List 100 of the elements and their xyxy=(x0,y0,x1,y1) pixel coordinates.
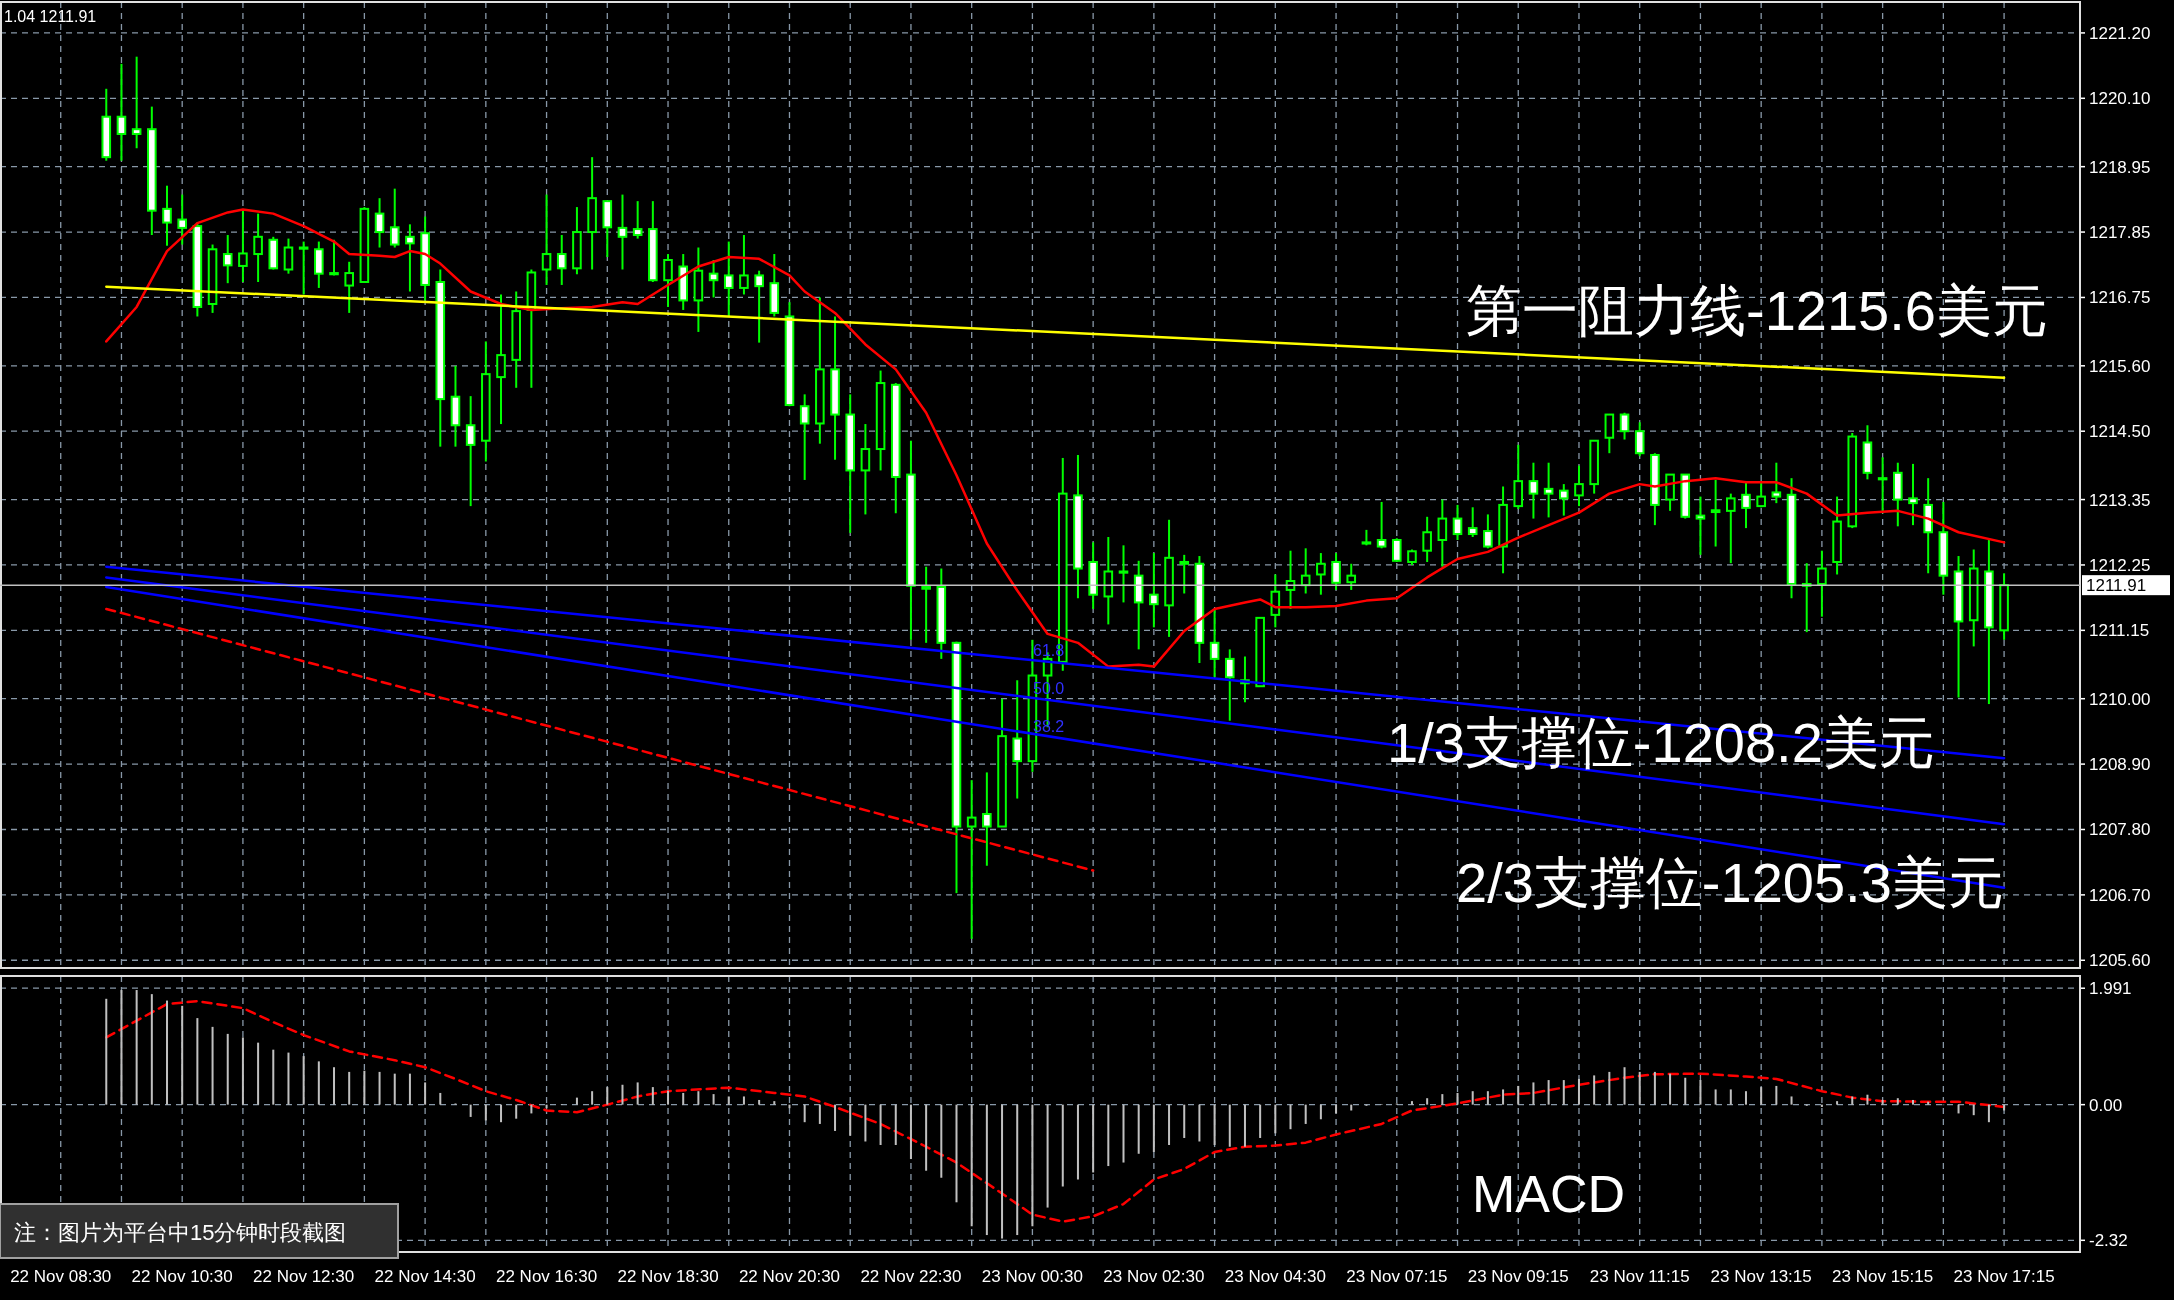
candlestick xyxy=(1528,461,1539,520)
candlestick xyxy=(298,240,309,296)
bar xyxy=(1866,1094,1869,1105)
bar xyxy=(1289,1104,1292,1130)
candlestick xyxy=(162,184,172,247)
bar xyxy=(272,1049,275,1105)
bar xyxy=(1441,1094,1444,1105)
y-tick-label: 1220.10 xyxy=(2089,89,2151,109)
bar xyxy=(1547,1080,1550,1105)
bar xyxy=(1198,1104,1201,1142)
bar xyxy=(1638,1071,1641,1105)
y-tick-label: 1205.60 xyxy=(2089,951,2151,971)
y-tick-label: 1211.15 xyxy=(2089,621,2150,641)
bar xyxy=(894,1104,897,1145)
candlestick xyxy=(496,293,506,426)
bar xyxy=(1243,1104,1246,1147)
bar xyxy=(1836,1101,1839,1105)
bar xyxy=(1927,1101,1930,1105)
candlestick xyxy=(1695,495,1706,556)
bar xyxy=(135,990,138,1105)
candlestick xyxy=(1179,553,1190,595)
bar xyxy=(1744,1091,1747,1105)
candlestick xyxy=(1012,679,1023,800)
bar xyxy=(1137,1104,1140,1154)
bar xyxy=(1517,1085,1520,1105)
bar xyxy=(1790,1096,1793,1105)
bar xyxy=(515,1104,518,1119)
bar xyxy=(1729,1089,1732,1105)
x-tick-label: 22 Nov 22:30 xyxy=(860,1267,962,1286)
candlestick xyxy=(663,253,673,308)
bar xyxy=(712,1094,715,1105)
bar xyxy=(1532,1082,1535,1105)
bar xyxy=(378,1071,381,1105)
x-tick-label: 22 Nov 14:30 xyxy=(374,1267,476,1286)
candlestick xyxy=(617,193,628,271)
bar xyxy=(1152,1104,1155,1152)
bar xyxy=(469,1104,472,1117)
bar xyxy=(393,1073,396,1105)
bar xyxy=(1972,1104,1975,1116)
candlestick xyxy=(1710,478,1721,548)
candlestick xyxy=(1817,549,1827,618)
bar xyxy=(166,1000,169,1105)
ref-line-label: 1211.91 xyxy=(2086,576,2147,596)
candlestick xyxy=(1452,503,1463,541)
candlestick xyxy=(966,779,977,940)
bar xyxy=(651,1087,654,1105)
x-tick-label: 23 Nov 02:30 xyxy=(1103,1267,1205,1286)
y-tick-label: 1206.70 xyxy=(2089,885,2151,905)
y-tick-label: 1.991 xyxy=(2089,979,2132,999)
bar xyxy=(439,1092,442,1105)
bar xyxy=(1319,1104,1322,1120)
candlestick xyxy=(389,187,400,249)
bar xyxy=(484,1104,487,1121)
y-tick-label: 1214.50 xyxy=(2089,422,2151,442)
x-tick-label: 23 Nov 11:15 xyxy=(1589,1267,1690,1286)
bar xyxy=(849,1104,852,1136)
bar xyxy=(864,1104,867,1142)
bar xyxy=(1410,1101,1413,1105)
candlestick xyxy=(177,193,187,246)
bar xyxy=(1699,1080,1702,1105)
bar xyxy=(1562,1080,1565,1105)
candlestick xyxy=(131,55,142,150)
bar xyxy=(1623,1067,1626,1105)
y-tick-label: 1210.00 xyxy=(2089,689,2151,709)
y-tick-label: 1217.85 xyxy=(2089,223,2151,243)
bar xyxy=(1502,1089,1505,1105)
bar xyxy=(1031,1104,1034,1227)
bar xyxy=(1274,1104,1277,1134)
candlestick xyxy=(921,565,931,644)
bar xyxy=(1593,1075,1596,1105)
y-tick-label: 1216.75 xyxy=(2089,288,2151,308)
candlestick xyxy=(1756,481,1766,509)
candlestick xyxy=(556,234,567,286)
bar xyxy=(575,1097,578,1105)
bar xyxy=(211,1026,214,1105)
annotation: 1.04 1211.91 xyxy=(4,8,97,25)
bar xyxy=(1076,1104,1079,1180)
bar xyxy=(940,1104,943,1178)
bar xyxy=(333,1067,336,1105)
y-tick-label: 1215.60 xyxy=(2089,356,2151,376)
candlestick xyxy=(632,200,643,240)
x-tick-label: 23 Nov 09:15 xyxy=(1467,1267,1569,1286)
x-tick-label: 23 Nov 17:15 xyxy=(1953,1267,2055,1286)
bar xyxy=(879,1104,882,1145)
bar xyxy=(1092,1104,1095,1173)
bar xyxy=(1213,1104,1216,1145)
candlestick xyxy=(222,234,233,285)
bar xyxy=(120,990,123,1105)
x-tick-label: 22 Nov 12:30 xyxy=(253,1267,355,1286)
bar xyxy=(621,1084,624,1105)
x-tick-label: 22 Nov 10:30 xyxy=(131,1267,233,1286)
bar xyxy=(1881,1099,1884,1105)
candlestick xyxy=(1422,515,1432,563)
annotation: 注：图片为平台中15分钟时段截图 xyxy=(14,1220,347,1245)
bar xyxy=(408,1073,411,1105)
bar xyxy=(1486,1091,1489,1105)
candlestick xyxy=(1331,552,1341,591)
candlestick xyxy=(1726,492,1736,565)
x-tick-label: 23 Nov 00:30 xyxy=(981,1267,1083,1286)
bar xyxy=(1911,1099,1914,1105)
